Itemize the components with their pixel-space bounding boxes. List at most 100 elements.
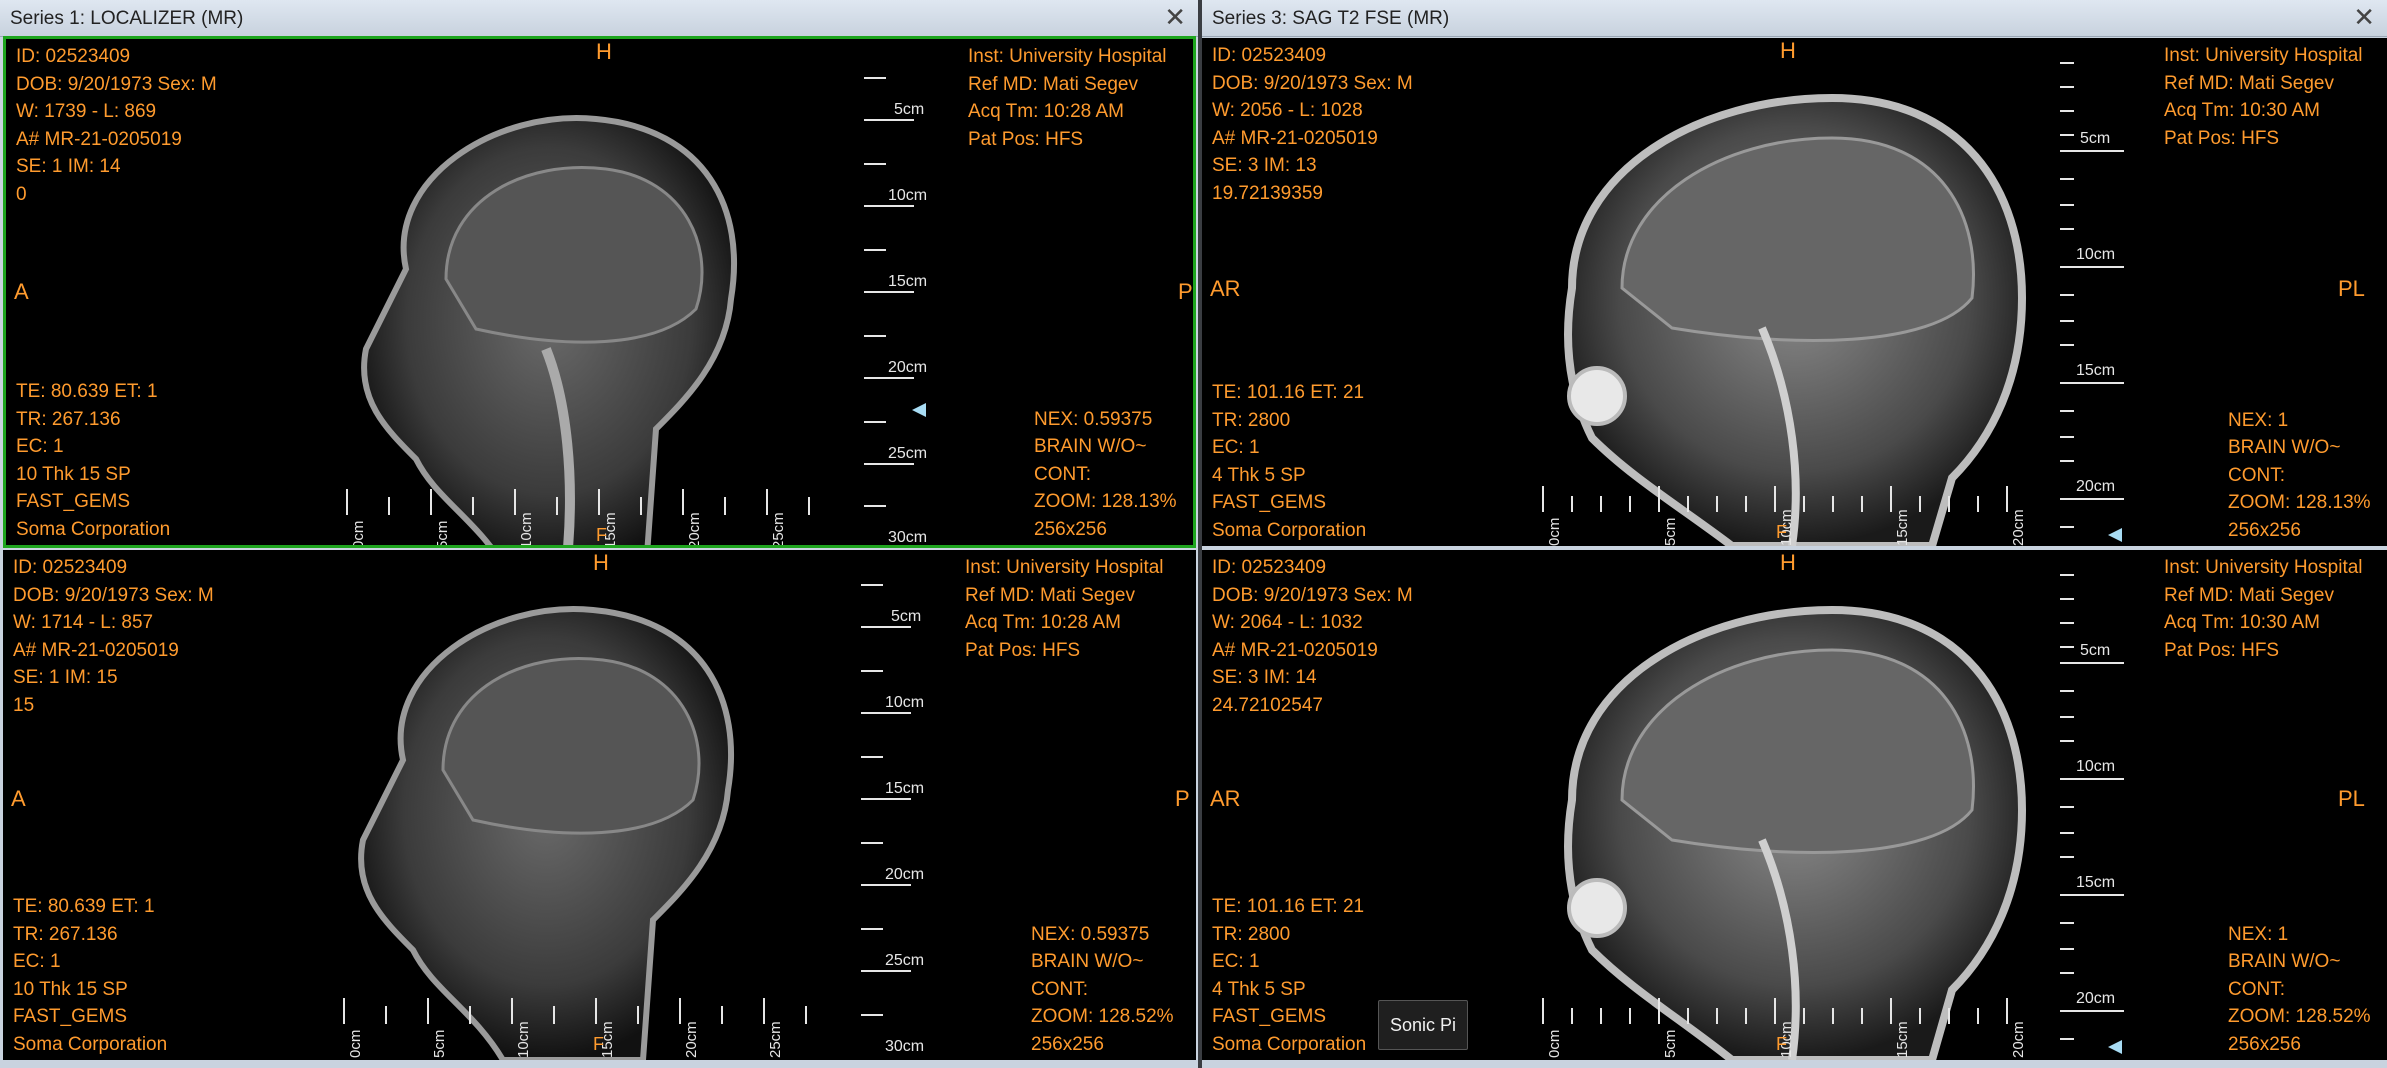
orientation-bottom: F	[1776, 1034, 1787, 1054]
ruler-label: 15cm	[888, 273, 928, 290]
ruler-tick	[861, 670, 883, 672]
series-3-titlebar[interactable]: Series 3: SAG T2 FSE (MR) ✕	[1202, 0, 2387, 37]
sequence-name: FAST_GEMS	[1212, 1006, 1327, 1027]
viewport-localizer-im15[interactable]: ID: 02523409 DOB: 9/20/1973 Sex: M W: 17…	[3, 550, 1196, 1060]
ruler-tick	[2060, 382, 2124, 384]
ruler-tick	[1803, 496, 1805, 512]
te-et: TE: 101.16 ET: 21	[1212, 382, 1365, 403]
orientation-right: PL	[2338, 786, 2365, 811]
contrast: CONT:	[2228, 464, 2285, 486]
accession-number: A# MR-21-0205019	[1212, 639, 1378, 661]
ruler-tick	[2060, 228, 2074, 230]
ruler-tick	[1716, 496, 1718, 512]
tr-value: TR: 2800	[1212, 923, 1291, 945]
ruler-label: 20cm	[2010, 509, 2027, 546]
nex-value: NEX: 1	[2228, 923, 2289, 945]
slice-pointer-icon[interactable]	[2108, 528, 2122, 542]
ruler-label: 5cm	[891, 608, 922, 625]
window-level: W: 1714 - L: 857	[13, 612, 154, 633]
ruler-tick	[2060, 740, 2074, 742]
ruler-tick	[864, 249, 886, 251]
thickness-spacing: 4 Thk 5 SP	[1212, 464, 1306, 486]
nex-value: NEX: 1	[2228, 409, 2289, 431]
series-1-close-icon[interactable]: ✕	[1164, 2, 1186, 32]
patient-position: Pat Pos: HFS	[965, 639, 1081, 661]
ruler-label: 10cm	[2076, 246, 2116, 263]
ruler-tick	[724, 497, 726, 515]
series-3-close-icon[interactable]: ✕	[2353, 2, 2375, 32]
ec-value: EC: 1	[13, 951, 61, 972]
viewport-sag-t2-im13[interactable]: ID: 02523409 DOB: 9/20/1973 Sex: M W: 20…	[1202, 38, 2387, 546]
study-description: BRAIN W/O~	[2228, 951, 2341, 972]
vertical-ruler: 5cm 10cm 15cm 20cm	[2060, 550, 2130, 1060]
sequence-name: FAST_GEMS	[16, 491, 131, 512]
ruler-label: 20cm	[888, 359, 928, 376]
viewport-sag-t2-im14[interactable]: ID: 02523409 DOB: 9/20/1973 Sex: M W: 20…	[1202, 550, 2387, 1060]
nex-value: NEX: 0.59375	[1034, 408, 1153, 430]
mri-sagittal-localizer-image	[361, 115, 737, 545]
ruler-tick	[469, 1006, 471, 1024]
orientation-left: A	[14, 279, 29, 304]
series-1-window: Series 1: LOCALIZER (MR) ✕ ID: 02523409 …	[0, 0, 1198, 1068]
overlay-top-right: Inst: University Hospital Ref MD: Mati S…	[965, 554, 1164, 664]
orientation-bottom: F	[593, 1034, 604, 1054]
patient-dob-sex: DOB: 9/20/1973 Sex: M	[16, 73, 217, 95]
slice-pointer-icon[interactable]	[2108, 1040, 2122, 1054]
ruler-label: 25cm	[885, 952, 925, 969]
ruler-tick	[1600, 496, 1602, 512]
ruler-tick	[1861, 496, 1863, 512]
ruler-label: 15cm	[2076, 362, 2116, 379]
viewport-localizer-im14[interactable]: ID: 02523409 DOB: 9/20/1973 Sex: M W: 17…	[3, 36, 1196, 548]
ruler-label: 10cm	[885, 694, 925, 711]
ruler-tick	[1542, 998, 1544, 1024]
ruler-label: 20cm	[683, 1021, 700, 1058]
ruler-tick	[1745, 496, 1747, 512]
matrix-size: 256x256	[2228, 519, 2301, 541]
ruler-tick	[1658, 486, 1660, 512]
tr-value: TR: 267.136	[16, 408, 121, 430]
nex-value: NEX: 0.59375	[1031, 923, 1150, 945]
ruler-tick	[1948, 496, 1950, 512]
sequence-name: FAST_GEMS	[1212, 492, 1327, 513]
thickness-spacing: 10 Thk 15 SP	[13, 978, 128, 1000]
ruler-label: 15cm	[1894, 1021, 1911, 1058]
manufacturer: Soma Corporation	[16, 518, 171, 540]
ruler-label: 20cm	[2076, 478, 2116, 495]
acquisition-time: Acq Tm: 10:30 AM	[2164, 612, 2320, 633]
slice-location: 0	[16, 183, 27, 205]
ruler-label: 30cm	[885, 1038, 925, 1055]
ruler-tick	[556, 497, 558, 515]
ec-value: EC: 1	[1212, 437, 1260, 458]
ruler-label: 20cm	[2010, 1021, 2027, 1058]
ruler-tick	[2060, 922, 2074, 924]
overlay-bottom-left: TE: 80.639 ET: 1 TR: 267.136 EC: 1 10 Th…	[13, 893, 167, 1058]
ruler-tick	[1745, 1008, 1747, 1024]
ruler-label: 5cm	[1662, 1029, 1679, 1058]
ruler-tick	[864, 421, 886, 423]
ruler-tick	[346, 489, 348, 515]
patient-dob-sex: DOB: 9/20/1973 Sex: M	[1212, 584, 1413, 606]
ruler-label: 15cm	[1894, 509, 1911, 546]
ruler-tick	[2060, 646, 2074, 648]
ruler-tick	[2060, 574, 2074, 576]
acquisition-time: Acq Tm: 10:28 AM	[965, 612, 1121, 633]
tr-value: TR: 267.136	[13, 923, 118, 945]
ruler-tick	[1571, 1008, 1573, 1024]
study-description: BRAIN W/O~	[1034, 436, 1147, 457]
accession-number: A# MR-21-0205019	[13, 639, 179, 661]
ec-value: EC: 1	[16, 436, 64, 457]
ruler-tick	[1542, 486, 1544, 512]
ruler-tick	[637, 1006, 639, 1024]
ruler-tick	[763, 998, 765, 1024]
ruler-label: 20cm	[686, 512, 703, 548]
slice-pointer-icon[interactable]	[912, 403, 926, 417]
ruler-tick	[472, 497, 474, 515]
ruler-tick	[766, 489, 768, 515]
ruler-tick	[1890, 486, 1892, 512]
ruler-tick	[2060, 62, 2074, 64]
ruler-tick	[595, 998, 597, 1024]
accession-number: A# MR-21-0205019	[1212, 127, 1378, 149]
ruler-tick	[2060, 294, 2074, 296]
mri-sagittal-t2-image	[1564, 605, 2027, 1060]
series-1-titlebar[interactable]: Series 1: LOCALIZER (MR) ✕	[0, 0, 1198, 37]
